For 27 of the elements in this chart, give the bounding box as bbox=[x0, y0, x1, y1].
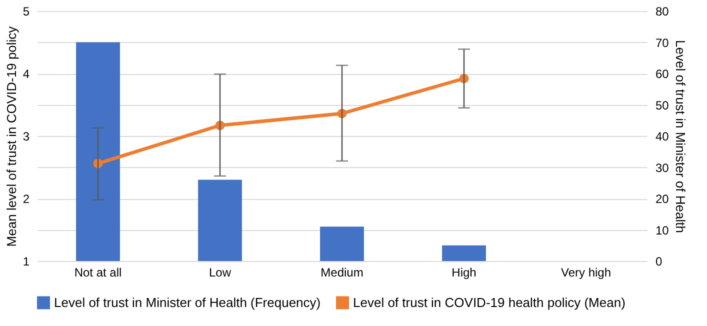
y-tick-label: 1 bbox=[22, 254, 30, 268]
bar bbox=[442, 245, 486, 261]
y2-tick-label: 60 bbox=[656, 67, 670, 81]
y-axis-title: Mean level of trust in COVID-19 policy bbox=[4, 26, 19, 247]
legend-label: Level of trust in Minister of Health (Frequency) bbox=[54, 294, 321, 310]
bar bbox=[76, 42, 120, 261]
legend-label: Level of trust in COVID-19 health policy (Mean) bbox=[353, 294, 626, 310]
y2-tick-label: 50 bbox=[656, 98, 670, 112]
y-tick-label: 5 bbox=[22, 4, 30, 18]
bar bbox=[320, 226, 364, 261]
x-tick-label: High bbox=[452, 266, 476, 280]
y2-tick-label: 30 bbox=[656, 160, 670, 175]
y2-tick-label: 70 bbox=[656, 36, 670, 50]
y2-tick-label: 10 bbox=[656, 223, 670, 238]
y-tick-label: 4 bbox=[22, 67, 30, 81]
y2-axis-title: Level of trust in Minister of Health bbox=[672, 40, 688, 233]
y2-tick-label: 20 bbox=[656, 192, 670, 206]
y-tick-label: 3 bbox=[22, 130, 30, 144]
x-tick-label: Not at all bbox=[74, 266, 122, 280]
x-tick-label: Medium bbox=[320, 266, 364, 280]
y2-tick-label: 40 bbox=[656, 130, 670, 144]
y-tick-label: 2 bbox=[22, 192, 30, 206]
bar bbox=[198, 180, 242, 261]
x-tick-label: Low bbox=[208, 266, 232, 280]
x-tick-label: Very high bbox=[560, 266, 612, 280]
y2-tick-label: 80 bbox=[656, 4, 670, 18]
y2-tick-label: 0 bbox=[656, 254, 662, 268]
